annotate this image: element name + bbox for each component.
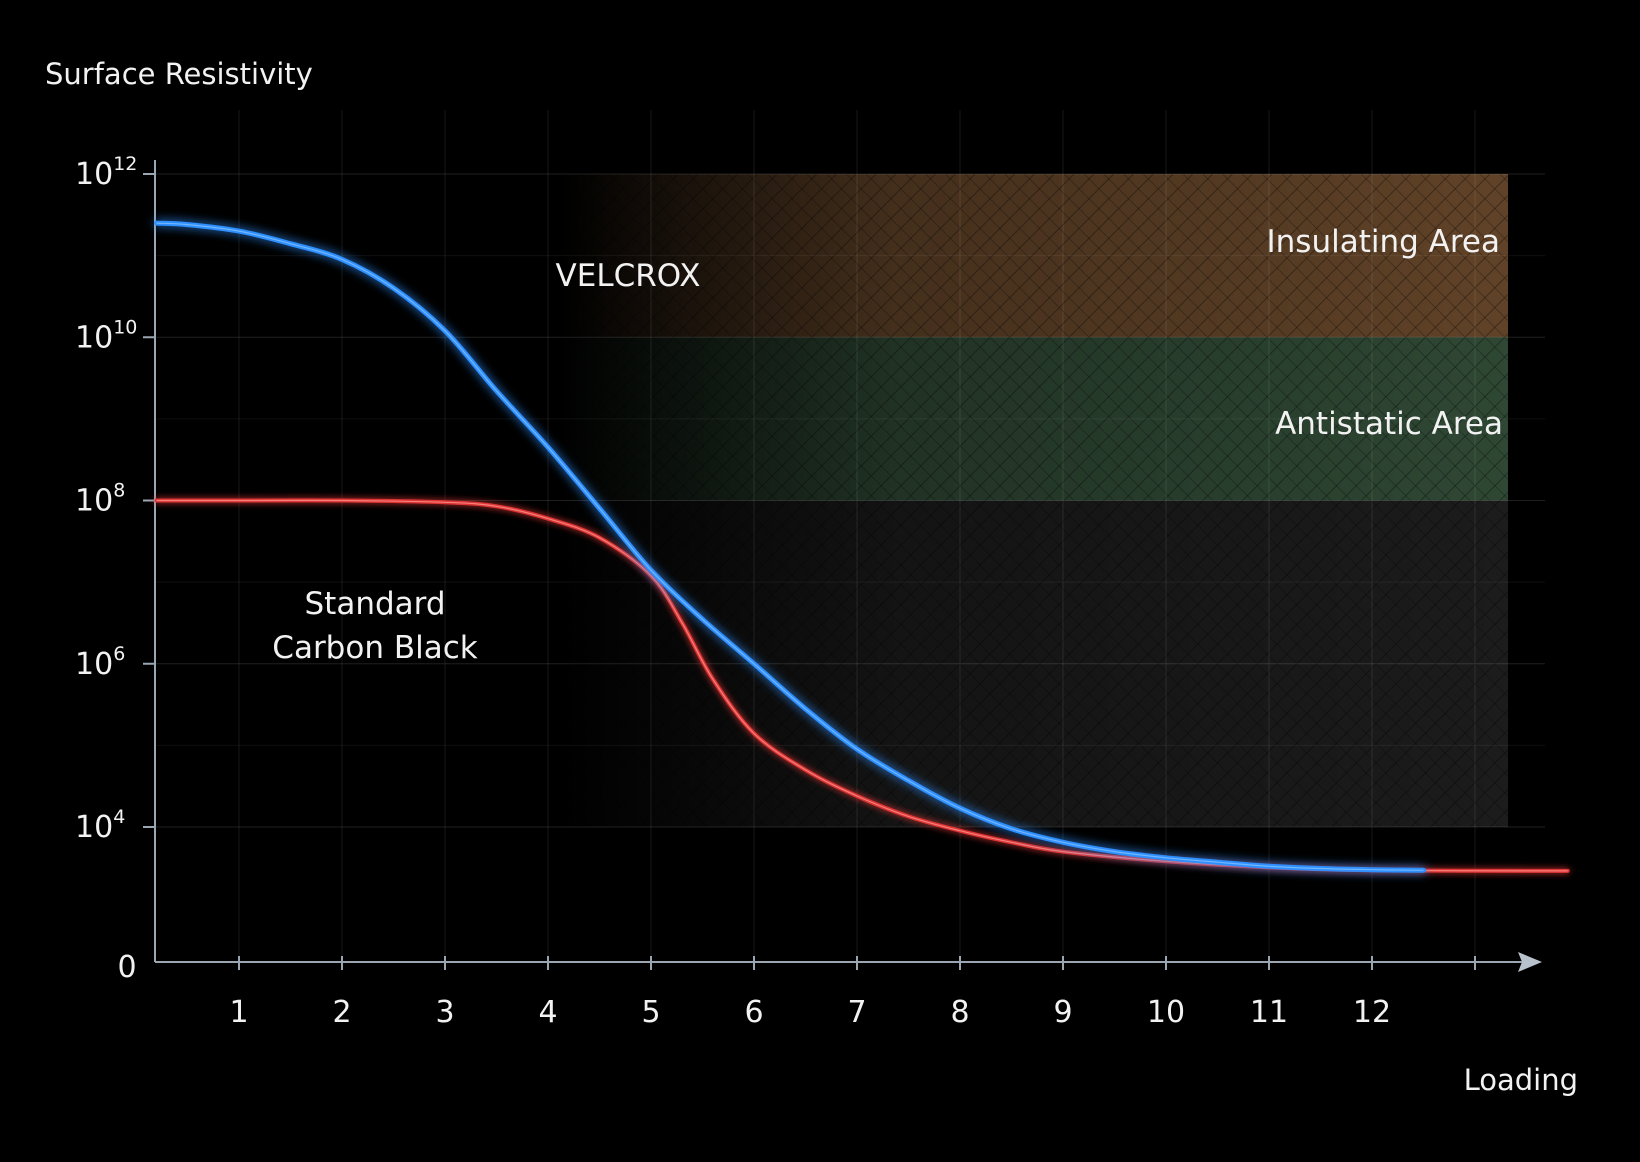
series-lines bbox=[154, 220, 1570, 873]
annotations: VELCROX Standard Carbon Black Insulating… bbox=[272, 224, 1503, 666]
shaded-regions bbox=[560, 174, 1508, 827]
y-tick-label: 106 bbox=[75, 643, 125, 682]
y-tick-exponent: 6 bbox=[113, 643, 125, 665]
x-tick-label: 8 bbox=[950, 995, 969, 1030]
insulating-area-label: Insulating Area bbox=[1267, 224, 1500, 260]
x-axis-arrow-icon bbox=[1518, 952, 1542, 972]
x-tick-label: 3 bbox=[435, 995, 454, 1030]
x-tick-label: 6 bbox=[744, 995, 763, 1030]
carbon-black-annotation-line1: Standard bbox=[304, 586, 445, 622]
velcrox-series-highlight bbox=[156, 222, 1424, 871]
chart-labels: Surface Resistivity Loading 0 bbox=[45, 57, 1578, 1097]
x-axis-title: Loading bbox=[1464, 1063, 1578, 1097]
y-tick-base: 10 bbox=[75, 484, 113, 519]
grid-lines bbox=[155, 110, 1545, 962]
x-tick-label: 5 bbox=[641, 995, 660, 1030]
y-tick-base: 10 bbox=[75, 810, 113, 845]
x-tick-label: 4 bbox=[538, 995, 557, 1030]
insulating-area-hatch bbox=[560, 174, 1508, 338]
y-tick-label: 1012 bbox=[75, 153, 137, 192]
y-tick-label: 1010 bbox=[75, 316, 137, 355]
antistatic-area-label: Antistatic Area bbox=[1275, 406, 1503, 442]
x-tick-label: 7 bbox=[847, 995, 866, 1030]
y-tick-exponent: 8 bbox=[113, 480, 125, 502]
y-tick-exponent: 10 bbox=[113, 316, 137, 338]
standard-carbon-black-series-highlight bbox=[156, 499, 1568, 872]
y-axis-title: Surface Resistivity bbox=[45, 57, 313, 91]
x-tick-label: 10 bbox=[1147, 995, 1185, 1030]
y-tick-label: 104 bbox=[75, 806, 125, 845]
x-tick-label: 2 bbox=[332, 995, 351, 1030]
y-tick-exponent: 12 bbox=[113, 153, 137, 175]
x-tick-label: 1 bbox=[229, 995, 248, 1030]
lower-shaded-band-hatch bbox=[560, 500, 1508, 827]
y-tick-base: 10 bbox=[75, 157, 113, 192]
antistatic-area-hatch bbox=[560, 337, 1508, 501]
x-tick-label: 12 bbox=[1353, 995, 1391, 1030]
origin-label: 0 bbox=[117, 950, 136, 985]
x-tick-label: 11 bbox=[1250, 995, 1288, 1030]
carbon-black-annotation-line2: Carbon Black bbox=[272, 630, 477, 666]
y-tick-base: 10 bbox=[75, 320, 113, 355]
y-tick-exponent: 4 bbox=[113, 806, 125, 828]
y-tick-label: 108 bbox=[75, 480, 125, 519]
y-tick-base: 10 bbox=[75, 647, 113, 682]
velcrox-annotation: VELCROX bbox=[556, 258, 701, 294]
x-tick-label: 9 bbox=[1053, 995, 1072, 1030]
